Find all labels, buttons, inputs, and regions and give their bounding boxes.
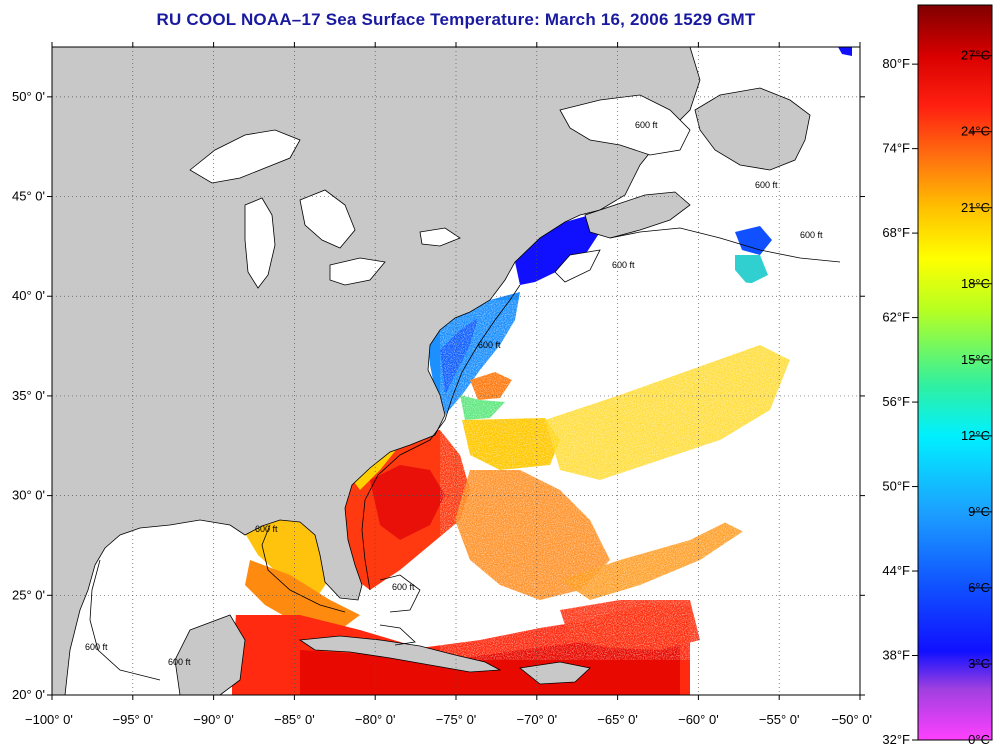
contour-label-grand-banks: 600 ft bbox=[755, 180, 778, 190]
lon-label-6: −70° 0' bbox=[517, 712, 558, 727]
sst-gulf-north bbox=[240, 512, 332, 600]
contour-label-scotian: 600 ft bbox=[800, 230, 823, 240]
cbar-c-label-5: 15°C bbox=[961, 352, 990, 367]
lake-ontario bbox=[419, 227, 461, 247]
contour-label-gulf-north: 600 ft bbox=[255, 524, 278, 534]
lon-label-3: −85° 0' bbox=[274, 712, 315, 727]
contour-label-gulf-west: 600 ft bbox=[168, 657, 191, 667]
contour-bahamas bbox=[379, 574, 421, 613]
lat-label-1: 25° 0' bbox=[12, 587, 45, 602]
graticule bbox=[52, 47, 860, 695]
cbar-c-label-9: 27°C bbox=[961, 48, 990, 63]
gulf-st-lawrence bbox=[559, 94, 691, 156]
longitude-axis: −100° 0' −95° 0' −90° 0' −85° 0' −80° 0' −75°… bbox=[25, 42, 872, 727]
land-layer bbox=[52, 47, 852, 695]
colorbar bbox=[917, 4, 993, 741]
lon-label-0: −100° 0' bbox=[25, 712, 73, 727]
cbar-f-label-0: 32°F bbox=[882, 732, 910, 747]
lon-label-9: −55° 0' bbox=[759, 712, 800, 727]
cbar-f-label-4: 56°F bbox=[882, 394, 910, 409]
sst-scotian bbox=[735, 226, 772, 255]
contour-shelf-atlantic bbox=[361, 284, 521, 591]
sst-gulf-east bbox=[245, 560, 360, 630]
sst-gulf-of-maine bbox=[515, 215, 600, 285]
cbar-f-label-1: 38°F bbox=[882, 648, 910, 663]
contour-gulf bbox=[261, 524, 346, 613]
contour-layer bbox=[89, 227, 841, 681]
lon-label-8: −60° 0' bbox=[678, 712, 719, 727]
lon-label-4: −80° 0' bbox=[355, 712, 396, 727]
lakes-layer bbox=[189, 94, 691, 289]
cbar-f-label-2: 44°F bbox=[882, 563, 910, 578]
contour-label-bahamas: 600 ft bbox=[392, 582, 415, 592]
cbar-c-label-8: 24°C bbox=[961, 124, 990, 139]
lon-label-7: −65° 0' bbox=[597, 712, 638, 727]
contour-labels: 600 ft 600 ft 600 ft 600 ft 600 ft 600 f… bbox=[85, 120, 823, 667]
cbar-f-label-8: 80°F bbox=[882, 56, 910, 71]
lat-label-0: 20° 0' bbox=[12, 687, 45, 702]
cbar-f-label-6: 68°F bbox=[882, 225, 910, 240]
lat-label-4: 40° 0' bbox=[12, 288, 45, 303]
cloud-gap-3 bbox=[700, 560, 860, 620]
lon-label-10: −50° 0' bbox=[831, 712, 872, 727]
colorbar-celsius-axis: 0°C 3°C 6°C 9°C 12°C 15°C 18°C 21°C 24°C 27°C bbox=[961, 48, 992, 747]
cbar-f-label-5: 62°F bbox=[882, 310, 910, 325]
cbar-c-label-2: 6°C bbox=[968, 580, 990, 595]
lon-label-5: −75° 0' bbox=[436, 712, 477, 727]
lake-huron bbox=[299, 189, 356, 249]
lat-label-6: 50° 0' bbox=[12, 89, 45, 104]
lat-label-2: 30° 0' bbox=[12, 488, 45, 503]
contour-label-mab: 600 ft bbox=[478, 340, 501, 350]
cbar-c-label-4: 12°C bbox=[961, 428, 990, 443]
contour-bahamas-2 bbox=[379, 624, 416, 646]
land-hispaniola bbox=[519, 661, 591, 685]
lake-michigan bbox=[244, 197, 276, 289]
cbar-c-label-1: 3°C bbox=[968, 656, 990, 671]
lake-erie bbox=[329, 257, 386, 286]
cbar-c-label-3: 9°C bbox=[968, 504, 990, 519]
cloud-gap-1 bbox=[520, 280, 860, 400]
land-newfoundland bbox=[694, 87, 811, 171]
contour-label-texas: 600 ft bbox=[85, 642, 108, 652]
cloud-gap-2 bbox=[640, 465, 860, 560]
lat-label-5: 45° 0' bbox=[12, 189, 45, 204]
lat-label-3: 35° 0' bbox=[12, 388, 45, 403]
land-nova-scotia bbox=[584, 191, 691, 239]
contour-label-gsl: 600 ft bbox=[635, 120, 658, 130]
lake-superior bbox=[189, 129, 301, 184]
cbar-c-label-6: 18°C bbox=[961, 276, 990, 291]
contour-shelf-east bbox=[609, 227, 841, 263]
contour-gulf-west bbox=[89, 559, 161, 681]
bay-of-fundy bbox=[554, 249, 601, 283]
land-north-america bbox=[52, 47, 701, 695]
cbar-c-label-7: 21°C bbox=[961, 200, 990, 215]
cbar-c-label-0: 0°C bbox=[968, 732, 990, 747]
cbar-f-label-7: 74°F bbox=[882, 141, 910, 156]
sst-gulf-stream-core bbox=[370, 465, 445, 540]
map-title: RU COOL NOAA–17 Sea Surface Temperature:… bbox=[156, 10, 756, 29]
sst-scotian-cyan bbox=[735, 255, 768, 285]
latitude-axis: 20° 0' 25° 0' 30° 0' 35° 0' 40° 0' 45° 0' 50° … bbox=[12, 89, 865, 702]
land-cuba bbox=[298, 635, 502, 673]
colorbar-fahrenheit-axis: 32°F 38°F 44°F 50°F 56°F 62°F 68°F 74°F 80°F bbox=[882, 56, 918, 747]
contour-label-gom: 600 ft bbox=[612, 260, 635, 270]
land-sable bbox=[838, 47, 852, 56]
land-yucatan bbox=[174, 614, 246, 695]
lon-label-1: −95° 0' bbox=[113, 712, 154, 727]
cbar-f-label-3: 50°F bbox=[882, 479, 910, 494]
lon-label-2: −90° 0' bbox=[193, 712, 234, 727]
